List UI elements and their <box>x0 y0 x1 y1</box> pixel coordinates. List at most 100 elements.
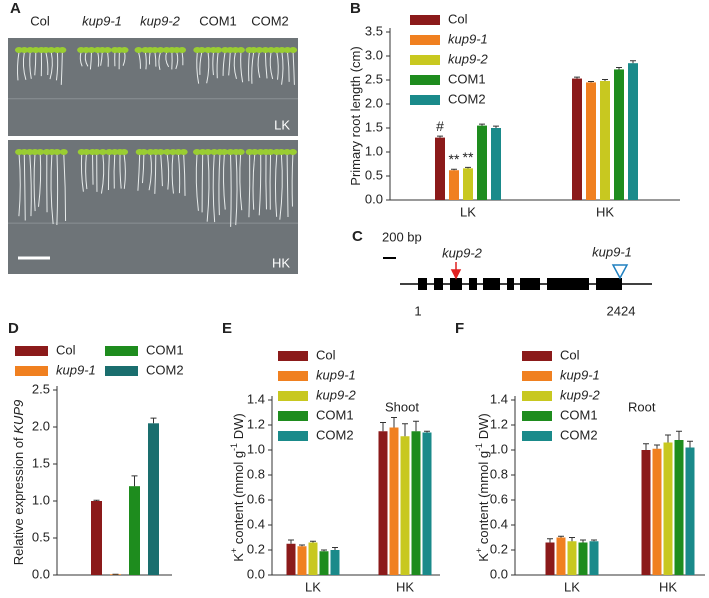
legend-swatch <box>105 346 138 356</box>
error-bar <box>299 544 305 547</box>
legend-swatch <box>410 35 440 45</box>
seedling <box>120 47 129 53</box>
bar <box>435 137 445 200</box>
seedling <box>92 149 101 155</box>
root <box>239 153 243 211</box>
legend-swatch <box>410 75 440 85</box>
y-label-part: K <box>476 553 491 562</box>
legend-swatch <box>410 15 440 25</box>
marker-label: kup9-1 <box>592 244 632 259</box>
root <box>113 153 116 189</box>
legend-label: kup9-1 <box>448 31 488 46</box>
root <box>235 153 238 226</box>
y-tick-label: 1.5 <box>32 455 50 470</box>
root <box>119 153 122 189</box>
seedling <box>120 149 129 155</box>
significance-marker: # <box>436 118 444 134</box>
root <box>85 153 88 190</box>
bar <box>477 125 487 200</box>
seedling <box>20 47 29 53</box>
root <box>60 51 63 85</box>
seedling <box>267 47 276 53</box>
root <box>257 51 261 78</box>
plate-label: HK <box>272 255 290 270</box>
seedling <box>156 149 165 155</box>
root <box>55 51 59 81</box>
root <box>49 51 53 80</box>
root <box>251 51 255 84</box>
y-tick-label: 1.0 <box>32 492 50 507</box>
y-tick-label: 2.0 <box>365 95 383 110</box>
legend-label: Col <box>448 11 468 26</box>
legend-label: Col <box>316 347 336 362</box>
gene-start: 1 <box>414 303 421 318</box>
legend-swatch <box>410 55 440 65</box>
root <box>29 153 32 217</box>
seedling <box>250 149 259 155</box>
y-tick-label: 1.0 <box>365 143 383 158</box>
error-bar <box>588 80 594 83</box>
root <box>18 153 21 217</box>
root <box>286 153 289 217</box>
y-label-part: KUP9 <box>11 400 26 434</box>
y-tick-label: 0.0 <box>247 566 265 581</box>
root <box>181 51 184 66</box>
column-label: Col <box>30 13 50 28</box>
panel-label: D <box>8 320 19 337</box>
root <box>230 153 232 227</box>
marker-arrow <box>450 262 462 280</box>
y-tick-label: 1.0 <box>490 441 508 456</box>
bar <box>491 128 501 200</box>
y-tick-label: 1.2 <box>247 416 265 431</box>
legend-label: COM1 <box>560 407 598 422</box>
bar <box>600 80 610 200</box>
seedling <box>98 149 107 155</box>
error-bar <box>424 430 430 433</box>
significance-marker: ** <box>463 149 474 165</box>
root <box>123 153 126 189</box>
gene-end: 2424 <box>607 303 636 318</box>
root <box>218 153 221 216</box>
bar <box>297 546 307 575</box>
legend-label: COM2 <box>448 91 486 106</box>
bar <box>545 542 555 575</box>
root <box>279 153 283 220</box>
error-bar <box>547 538 553 543</box>
root <box>281 51 284 85</box>
root <box>160 153 163 187</box>
y-tick-label: 0.4 <box>490 516 508 531</box>
root <box>264 51 268 79</box>
legend-label: COM2 <box>560 427 598 442</box>
y-tick-label: 0.6 <box>490 491 508 506</box>
error-bar <box>413 420 419 432</box>
bar <box>589 541 599 575</box>
bar <box>572 78 582 200</box>
bar <box>422 432 432 575</box>
legend-label: Col <box>560 347 580 362</box>
root <box>122 51 126 66</box>
legend-label: kup9-2 <box>316 387 357 402</box>
root <box>233 51 237 79</box>
root <box>154 153 157 194</box>
bar <box>663 442 673 575</box>
root <box>80 153 84 192</box>
root <box>16 51 20 81</box>
x-tick-label: HK <box>396 579 414 594</box>
root <box>276 51 279 80</box>
root <box>206 51 210 84</box>
root <box>107 51 109 67</box>
y-tick-label: 0.0 <box>32 566 50 581</box>
x-tick-label: HK <box>596 204 614 219</box>
legend-label: COM1 <box>448 71 486 86</box>
y-tick-label: 0.2 <box>247 541 265 556</box>
root <box>154 51 157 67</box>
error-bar <box>602 79 608 81</box>
x-tick-label: LK <box>564 579 580 594</box>
root <box>33 153 36 212</box>
y-tick-label: 1.2 <box>490 416 508 431</box>
bar <box>614 69 624 200</box>
seedling <box>236 149 245 155</box>
seedling <box>156 47 165 53</box>
root <box>171 153 174 194</box>
bar <box>319 551 329 575</box>
